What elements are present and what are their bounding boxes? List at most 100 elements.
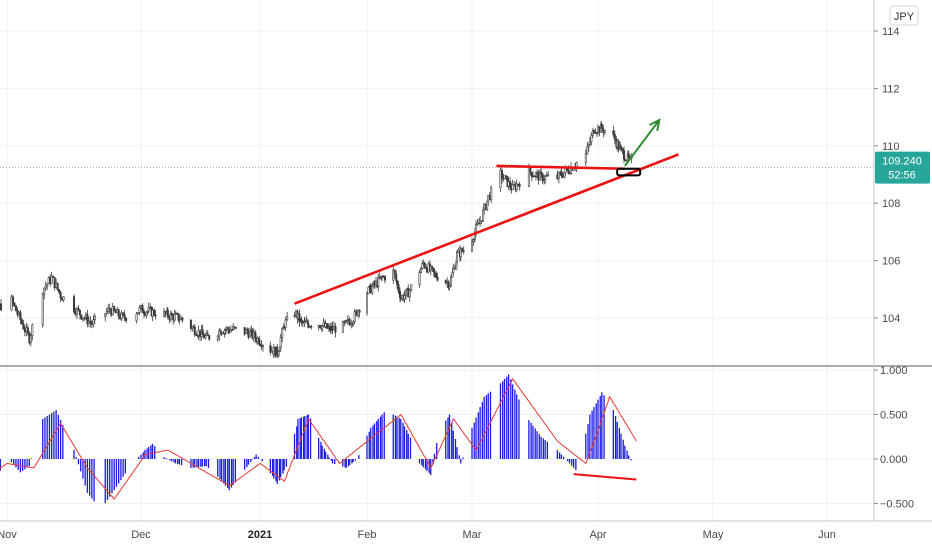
candle-body <box>166 309 169 318</box>
candle-body <box>393 269 396 275</box>
price-tick-label: 108 <box>882 198 900 210</box>
candle-body <box>365 293 368 313</box>
candle-body <box>92 319 95 325</box>
candle-body <box>258 343 261 346</box>
date-tick-label: Feb <box>358 529 377 541</box>
candle-body <box>10 296 13 311</box>
candle-body <box>147 307 150 312</box>
candle-body <box>293 315 296 317</box>
candle-body <box>590 134 593 143</box>
candle-body <box>541 173 544 182</box>
candle-body <box>357 310 360 316</box>
candle-body <box>300 318 303 322</box>
candle-body <box>334 326 337 333</box>
candle-body <box>410 284 413 291</box>
candle-body <box>62 296 65 301</box>
candle-body <box>29 335 32 344</box>
candle-body <box>170 313 173 316</box>
price-tick-label: 106 <box>882 256 900 268</box>
candle-body <box>189 319 192 329</box>
target-arrow-shaft[interactable] <box>624 119 661 167</box>
candle-body <box>277 351 280 356</box>
date-tick-label: Jun <box>818 529 836 541</box>
candle-body <box>307 323 310 328</box>
candle-body <box>319 325 322 328</box>
candle-body <box>93 316 96 320</box>
price-tick-label: 104 <box>882 313 900 325</box>
candle-body <box>529 167 532 173</box>
candle-body <box>53 277 56 289</box>
resistance-line[interactable] <box>496 164 625 171</box>
divergence-line[interactable] <box>573 473 637 481</box>
date-tick-label: Dec <box>131 529 151 541</box>
candle-body <box>449 276 452 287</box>
candle-body <box>612 130 615 135</box>
candle-body <box>502 178 505 180</box>
signal-line <box>0 377 637 500</box>
oscillator-plot <box>0 374 637 504</box>
candle-body <box>433 271 436 274</box>
candle-body <box>80 314 83 320</box>
candle-body <box>138 307 141 313</box>
candle-body <box>470 240 473 252</box>
oscillator-tick-label: 0.500 <box>880 410 908 422</box>
date-tick-label: 2021 <box>248 529 272 541</box>
candle-body <box>403 295 406 300</box>
candle-body <box>181 317 184 321</box>
candle-body <box>404 289 407 296</box>
candle-body <box>44 285 47 289</box>
candle-body <box>511 184 514 190</box>
candle-body <box>377 276 380 287</box>
candle-body <box>232 326 235 330</box>
last-price-value: 109.240 <box>882 156 922 168</box>
candle-body <box>11 296 14 304</box>
candle-body <box>423 262 426 268</box>
candle-body <box>367 286 370 294</box>
candle-body <box>408 289 411 298</box>
candle-body <box>515 183 518 190</box>
currency-label: JPY <box>894 11 915 23</box>
candle-body <box>153 309 156 316</box>
currency-badge[interactable]: JPY <box>889 5 919 26</box>
candle-body <box>480 220 483 222</box>
highlight-box[interactable] <box>616 167 642 177</box>
candle-body <box>392 269 395 281</box>
candle-body <box>78 309 81 316</box>
candle-body <box>613 134 616 141</box>
rising-trendline[interactable] <box>294 153 679 305</box>
date-tick-label: Nov <box>0 529 17 541</box>
candle-body <box>603 130 606 133</box>
candle-body <box>587 143 590 148</box>
candle-body <box>560 172 563 177</box>
candle-body <box>486 200 489 210</box>
date-tick-label: Apr <box>589 529 606 541</box>
candle-body <box>479 220 482 224</box>
candle-body <box>14 305 17 312</box>
candle-body <box>383 276 386 281</box>
candle-body <box>173 313 176 321</box>
candle-body <box>195 334 198 336</box>
candle-body <box>418 272 421 286</box>
candle-body <box>518 184 521 187</box>
candle-body <box>154 314 157 317</box>
candle-body <box>73 296 76 313</box>
candle-body <box>141 305 144 313</box>
candle-body <box>395 280 398 285</box>
last-price-badge: 109.240 52:56 <box>875 151 930 184</box>
candle-body <box>448 285 451 289</box>
candle-body <box>123 314 126 319</box>
candle-body <box>358 310 361 313</box>
candle-body <box>482 209 485 222</box>
candle-body <box>371 286 374 294</box>
candle-body <box>509 181 512 188</box>
candle-body <box>434 272 437 278</box>
target-arrow-head[interactable] <box>649 118 661 131</box>
candle-body <box>216 335 219 340</box>
candle-body <box>31 324 34 336</box>
candle-body <box>397 284 400 292</box>
oscillator-tick-label: −0.500 <box>880 499 914 511</box>
candle-body <box>117 309 120 317</box>
grid-layer <box>0 0 874 521</box>
